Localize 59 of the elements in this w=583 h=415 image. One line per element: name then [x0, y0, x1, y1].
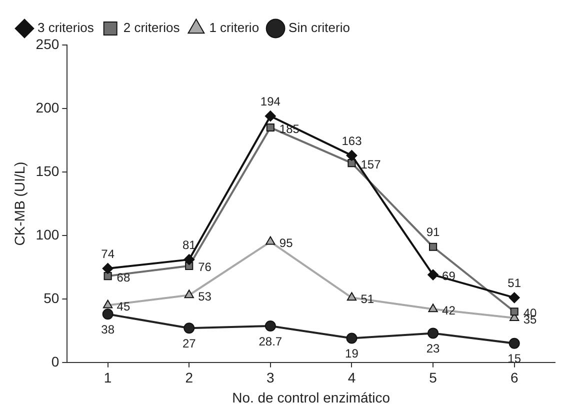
legend-label: 3 criterios: [38, 20, 94, 36]
point: [102, 262, 114, 274]
point: [510, 308, 518, 316]
y-axis-title: CK-MB (UI/L): [11, 162, 28, 246]
point: [184, 290, 194, 298]
point: [346, 292, 357, 301]
point: [508, 292, 520, 304]
point: [346, 150, 358, 161]
data-label: 76: [198, 260, 212, 274]
point: [102, 308, 114, 320]
data-label: 23: [426, 342, 440, 356]
data-label: 194: [260, 94, 281, 108]
data-label: 74: [101, 246, 115, 261]
point: [264, 110, 276, 122]
point: [429, 242, 438, 251]
data-label: 38: [101, 322, 115, 336]
point: [428, 328, 439, 339]
x-tick-label: 4: [348, 370, 356, 386]
data-label: 42: [442, 303, 456, 318]
data-label: 15: [508, 352, 522, 366]
data-label: 163: [342, 134, 362, 148]
point: [184, 254, 195, 266]
point: [428, 304, 438, 312]
data-label: 45: [116, 300, 130, 314]
x-tick-label: 6: [510, 370, 518, 386]
data-label: 51: [508, 276, 522, 290]
data-label: 91: [426, 225, 440, 240]
y-tick-label: 200: [36, 99, 60, 116]
point: [184, 322, 195, 334]
point: [266, 236, 276, 245]
point: [266, 123, 274, 132]
point: [428, 269, 439, 280]
point: [264, 320, 276, 332]
legend-label: 2 criterios: [123, 20, 180, 36]
x-tick-label: 5: [429, 370, 438, 386]
y-tick-label: 50: [44, 290, 60, 306]
data-label: 53: [198, 289, 212, 304]
y-tick-label: 250: [36, 36, 60, 52]
data-label: 81: [182, 238, 196, 252]
data-label: 157: [360, 157, 382, 172]
data-label: 51: [360, 292, 374, 306]
point: [508, 338, 520, 349]
x-tick-label: 2: [185, 370, 194, 386]
legend-label: Sin criterio: [288, 20, 350, 36]
legend-label: 1 criterio: [209, 20, 260, 36]
point: [346, 332, 358, 344]
x-tick-label: 1: [104, 370, 112, 386]
data-label: 68: [116, 270, 130, 284]
y-tick-label: 150: [36, 162, 60, 179]
y-tick-label: 0: [51, 353, 60, 370]
data-label: 95: [279, 236, 294, 250]
x-tick-label: 3: [266, 370, 275, 386]
point: [102, 300, 113, 308]
data-label: 19: [345, 346, 359, 361]
data-label: 28.7: [258, 334, 282, 348]
x-axis-title: No. de control enzimático: [232, 389, 390, 406]
y-tick-label: 100: [36, 226, 60, 242]
data-label: 27: [182, 336, 196, 350]
point: [104, 272, 112, 280]
